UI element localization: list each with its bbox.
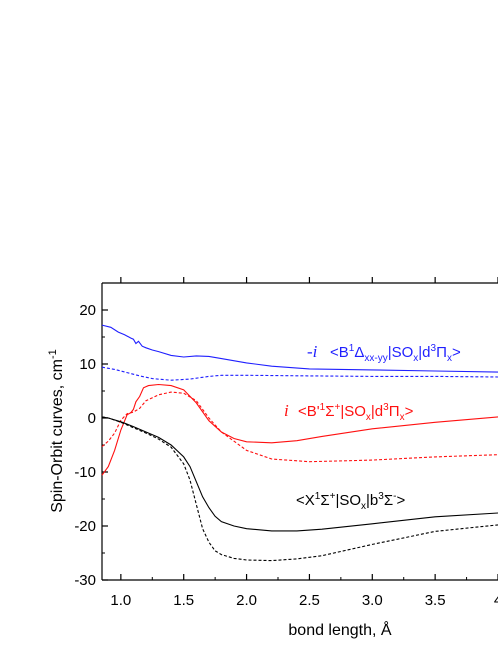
series-line-5 [101, 416, 498, 562]
y-axis-title: Spin-Orbit curves, cm-1 [47, 349, 66, 513]
annotation-red: i <B'1Σ+|SOx|d3Πx> [284, 401, 414, 423]
x-tick-label: 4 [494, 592, 498, 609]
annotation-blue: -i <B1Δxx-yy|SOx|d3Πx> [307, 342, 461, 364]
y-axis-title-unit-sup: -1 [47, 349, 59, 359]
y-tick-label: -30 [74, 572, 96, 589]
y-axis-title-text: Spin-Orbit curves, cm [49, 359, 66, 513]
x-tick-label: 3.5 [425, 592, 446, 609]
x-tick-label: 2.0 [236, 592, 257, 609]
annotation-black-label: <X1Σ+|SOx|b3Σ-> [296, 491, 405, 512]
x-tick-label: 2.5 [299, 592, 320, 609]
annotation-red-prefix: i [284, 401, 289, 420]
x-tick-label: 3.0 [362, 592, 383, 609]
annotation-red-label: <B'1Σ+|SOx|d3Πx> [298, 402, 414, 423]
series-line-1 [101, 366, 498, 381]
series-line-0 [101, 324, 498, 373]
y-tick-label: 20 [79, 302, 96, 319]
annotation-blue-prefix: -i [307, 342, 318, 361]
series-line-2 [101, 383, 498, 476]
x-tick-label: 1.5 [173, 592, 194, 609]
y-tick-label: 0 [88, 410, 96, 427]
x-tick-label: 1.0 [110, 592, 131, 609]
y-tick-label: -10 [74, 464, 96, 481]
y-tick-label: -20 [74, 518, 96, 535]
annotation-black: <X1Σ+|SOx|b3Σ-> [296, 491, 405, 512]
annotation-blue-label: <B1Δxx-yy|SOx|d3Πx> [330, 343, 461, 364]
y-tick-label: 10 [79, 356, 96, 373]
series-line-4 [101, 416, 498, 532]
x-axis-title: bond length, Å [288, 620, 392, 639]
